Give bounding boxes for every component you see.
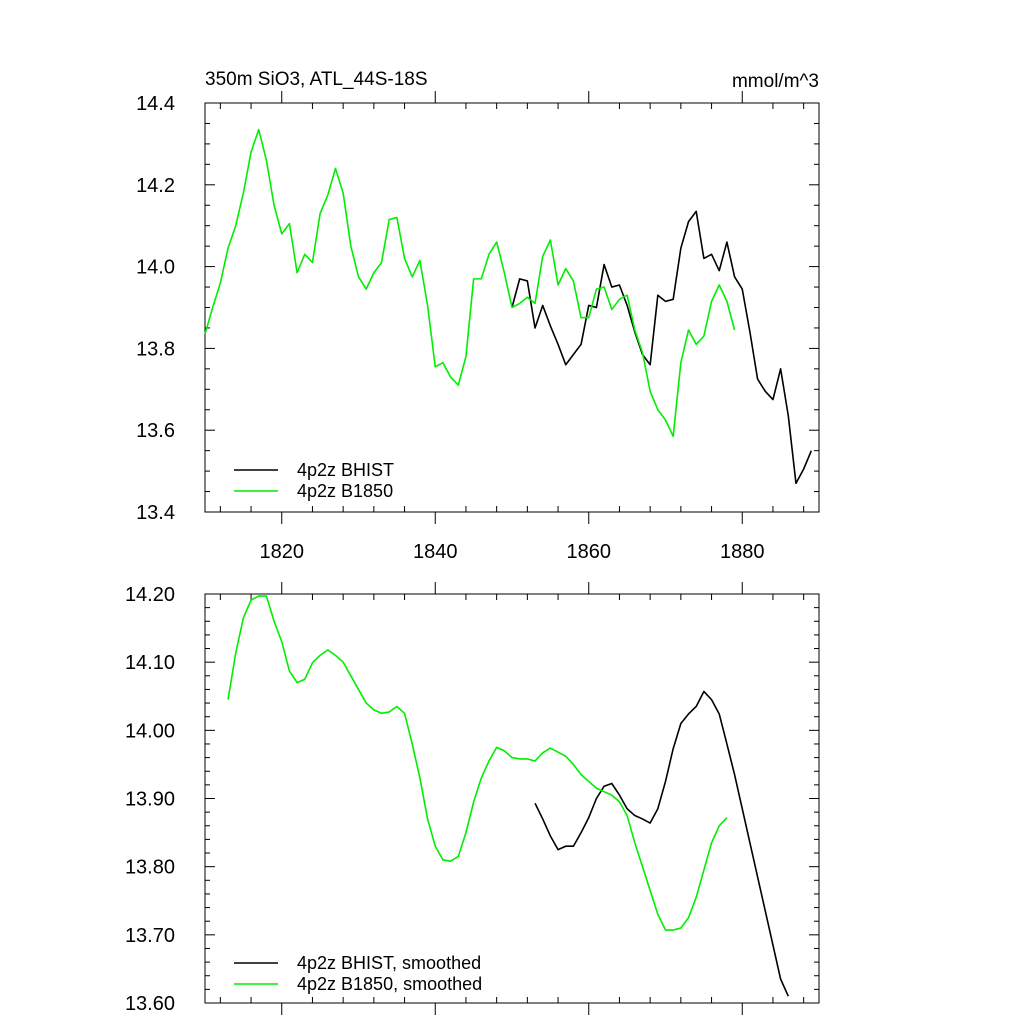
- top-y-tick-label: 13.8: [136, 338, 175, 360]
- bottom-legend-label: 4p2z BHIST, smoothed: [297, 953, 481, 973]
- bottom-legend-label: 4p2z B1850, smoothed: [297, 974, 482, 994]
- bottom-series-line-4p2z-b1850-smoothed: [227, 595, 728, 931]
- bottom-series-group: [227, 595, 790, 997]
- top-y-tick-label: 13.4: [136, 502, 175, 524]
- top-panel: 350m SiO3, ATL_44S-18S mmol/m^3 13.4 13.6…: [136, 69, 820, 563]
- top-series-group: [204, 128, 813, 485]
- bottom-y-tick-labels: 13.60 13.70 13.80 13.90 14.00 14.10 14.20: [125, 584, 175, 1015]
- top-y-tick-label: 14.4: [136, 93, 175, 115]
- top-x-tick-label: 1840: [413, 541, 458, 563]
- top-legend-label: 4p2z B1850: [297, 481, 393, 501]
- top-y-tick-labels: 13.4 13.6 13.8 14.0 14.2 14.4: [136, 93, 175, 524]
- top-series-line-4p2z-bhist: [511, 210, 813, 485]
- bottom-series-line-4p2z-bhist-smoothed: [534, 690, 790, 997]
- bottom-y-tick-label: 14.10: [125, 652, 175, 674]
- bottom-y-tick-label: 13.70: [125, 925, 175, 947]
- bottom-y-tick-label: 14.20: [125, 584, 175, 606]
- top-y-tick-label: 13.6: [136, 420, 175, 442]
- bottom-y-tick-label: 13.90: [125, 789, 175, 811]
- top-chart-units: mmol/m^3: [732, 71, 819, 92]
- top-x-tick-label: 1880: [720, 541, 765, 563]
- bottom-plot-frame: [204, 593, 820, 1004]
- top-legend-label: 4p2z BHIST: [297, 460, 394, 480]
- top-y-tick-label: 14.2: [136, 175, 175, 197]
- bottom-panel: 13.60 13.70 13.80 13.90 14.00 14.10 14.20 4p2z…: [125, 582, 820, 1015]
- top-chart-title: 350m SiO3, ATL_44S-18S: [205, 69, 428, 90]
- top-x-tick-labels: 1820 1840 1860 1880: [260, 541, 765, 563]
- bottom-y-tick-label: 13.60: [125, 993, 175, 1015]
- bottom-axes-ticks: [205, 582, 819, 1015]
- bottom-y-tick-label: 13.80: [125, 857, 175, 879]
- top-series-line-4p2z-b1850: [204, 128, 736, 438]
- top-x-tick-label: 1820: [260, 541, 305, 563]
- top-y-tick-label: 14.0: [136, 257, 175, 279]
- top-axes-ticks: [205, 91, 819, 524]
- top-x-tick-label: 1860: [567, 541, 612, 563]
- bottom-y-tick-label: 14.00: [125, 720, 175, 742]
